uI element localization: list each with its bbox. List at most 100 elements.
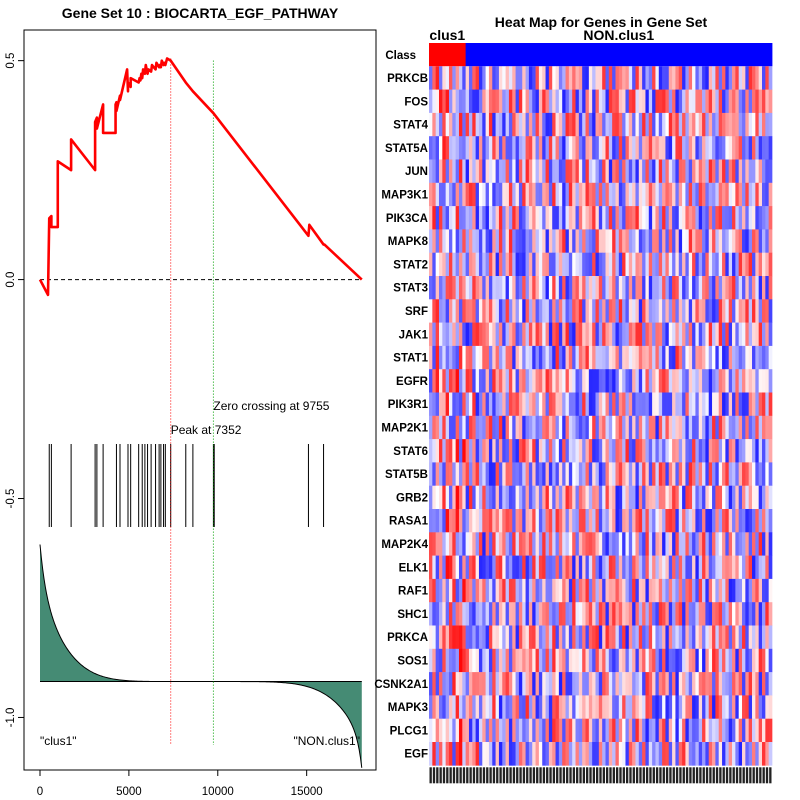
heatmap-cell (658, 602, 663, 626)
heatmap-cell (615, 415, 620, 440)
heatmap-cell (468, 206, 473, 230)
heatmap-cell (555, 66, 560, 90)
heatmap-cell (442, 578, 446, 603)
heatmap-cell (615, 742, 620, 766)
heatmap-cell (595, 66, 600, 90)
heatmap-cell (738, 276, 743, 300)
heatmap-cell (558, 345, 563, 370)
heatmap-cell (562, 182, 566, 207)
heatmap-cell (458, 602, 463, 626)
heatmap-cell (612, 509, 616, 533)
heatmap-cell (768, 369, 773, 393)
heatmap-cell (488, 462, 493, 487)
heatmap-cell (612, 485, 616, 510)
heatmap-cell (598, 672, 603, 696)
heatmap-cell (548, 485, 553, 510)
heatmap-cell (728, 89, 733, 114)
heatmap-cell (635, 276, 640, 300)
heatmap-cell (445, 485, 450, 510)
heatmap-cell (495, 439, 500, 463)
heatmap-cell (485, 369, 490, 393)
heatmap-cell (692, 229, 696, 254)
heatmap-cell (515, 112, 520, 137)
heatmap-cell (515, 369, 520, 393)
heatmap-cell (495, 369, 500, 393)
heatmap-cell (648, 276, 653, 300)
heatmap-cell (455, 345, 460, 370)
heatmap-cell (708, 462, 713, 487)
heatmap-cell (675, 485, 680, 510)
heatmap-cell (608, 229, 613, 254)
heatmap-cell (622, 276, 626, 300)
heatmap-cell (528, 718, 533, 743)
heatmap-cell (528, 392, 533, 417)
heatmap-cell (768, 159, 773, 184)
heatmap-cell (558, 206, 563, 230)
heatmap-cell (512, 276, 516, 300)
heatmap-cell (645, 206, 650, 230)
heatmap-cell (625, 136, 630, 160)
sample-label-mark (702, 767, 705, 784)
heatmap-cell (532, 392, 536, 417)
heatmap-cell (522, 89, 526, 114)
heatmap-cell (698, 602, 703, 626)
heatmap-cell (448, 672, 453, 696)
heatmap-cell (495, 532, 500, 556)
heatmap-cell (725, 625, 730, 650)
heatmap-cell (488, 89, 493, 114)
heatmap-cell (752, 392, 756, 417)
heatmap-cell (665, 555, 670, 580)
heatmap-cell (488, 369, 493, 393)
heatmap-cell (532, 159, 536, 184)
heatmap-cell (635, 578, 640, 603)
heatmap-cell (455, 532, 460, 556)
sample-label-mark (712, 767, 715, 784)
heatmap-cell (702, 462, 706, 487)
heatmap-cell (582, 392, 586, 417)
heatmap-cell (445, 672, 450, 696)
heatmap-cell (695, 66, 700, 90)
heatmap-cell (678, 206, 683, 230)
heatmap-cell (605, 602, 610, 626)
heatmap-cell (648, 555, 653, 580)
heatmap-cell (768, 509, 773, 533)
heatmap-cell (645, 695, 650, 720)
heatmap-cell (548, 532, 553, 556)
heatmap-cell (608, 742, 613, 766)
heatmap-cell (542, 695, 546, 720)
heatmap-cell (528, 345, 533, 370)
heatmap-cell (698, 648, 703, 673)
heatmap-cell (572, 159, 576, 184)
heatmap-cell (492, 648, 496, 673)
heatmap-cell (618, 602, 623, 626)
heatmap-cell (742, 66, 746, 90)
heatmap-cell (582, 299, 586, 323)
heatmap-cell (468, 392, 473, 417)
x-tick-label: 0 (37, 786, 43, 798)
heatmap-cell (522, 462, 526, 487)
heatmap-cell (705, 112, 710, 137)
heatmap-cell (702, 415, 706, 440)
heatmap-cell (752, 345, 756, 370)
heatmap-cell (602, 322, 606, 347)
heatmap-cell (762, 206, 766, 230)
heatmap-cell (455, 229, 460, 254)
heatmap-cell (475, 695, 480, 720)
heatmap-cell (512, 322, 516, 347)
heatmap-cell (748, 345, 753, 370)
heatmap-cell (525, 648, 530, 673)
heatmap-cell (705, 648, 710, 673)
heatmap-cell (475, 392, 480, 417)
heatmap-cell (568, 695, 573, 720)
heatmap-cell (532, 182, 536, 207)
heatmap-cell (462, 206, 466, 230)
heatmap-cell (678, 439, 683, 463)
heatmap-cell (745, 66, 750, 90)
heatmap-cell (725, 532, 730, 556)
heatmap-cell (438, 415, 443, 440)
heatmap-cell (748, 392, 753, 417)
heatmap-cell (429, 89, 433, 114)
heatmap-cell (722, 672, 726, 696)
heatmap-cell (578, 485, 583, 510)
heatmap-cell (562, 602, 566, 626)
